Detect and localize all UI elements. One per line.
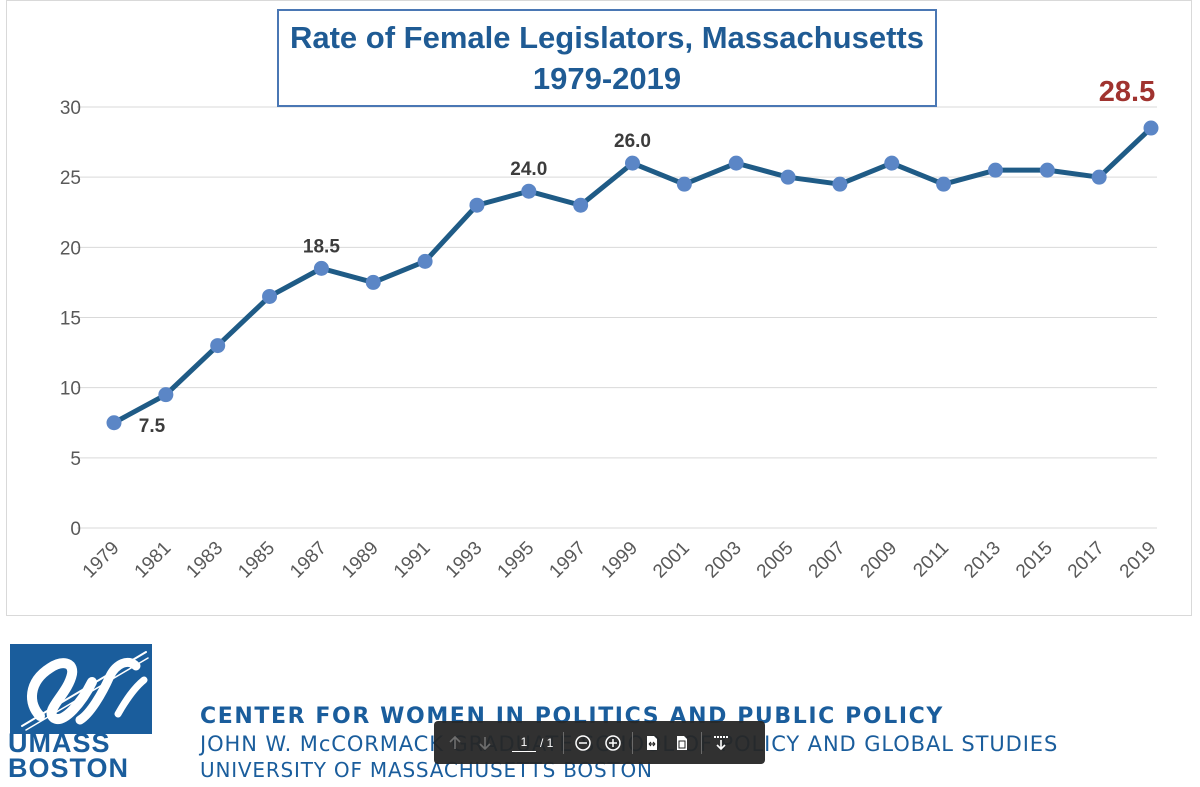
x-tick-label: 2013 <box>960 538 1005 583</box>
data-point <box>417 253 433 269</box>
x-tick-label: 1983 <box>182 538 227 583</box>
data-point <box>106 415 122 431</box>
y-tick-label: 10 <box>60 379 81 400</box>
y-tick-label: 0 <box>70 519 81 540</box>
data-label: 18.5 <box>303 236 340 257</box>
arrow-up-icon[interactable] <box>440 728 470 758</box>
data-point <box>1143 120 1159 136</box>
x-tick-label: 1991 <box>390 538 435 583</box>
y-tick-label: 5 <box>70 449 81 470</box>
chart-subtitle: 1979-2019 <box>532 61 682 96</box>
chart-title: Rate of Female Legislators, Massachusett… <box>289 20 924 55</box>
y-tick-label: 30 <box>60 98 81 119</box>
x-tick-label: 1985 <box>234 538 279 583</box>
data-point <box>365 274 381 290</box>
data-point <box>728 155 744 171</box>
x-tick-label: 2003 <box>701 538 746 583</box>
page-total: / 1 <box>540 735 554 750</box>
data-label: 24.0 <box>510 159 547 180</box>
y-tick-label: 15 <box>60 309 81 330</box>
x-tick-label: 2009 <box>857 538 902 583</box>
x-tick-label: 1993 <box>442 538 487 583</box>
data-point <box>884 155 900 171</box>
x-tick-label: 2007 <box>805 538 850 583</box>
logo-wordmark-umass: UMASS <box>8 728 111 758</box>
page-number-input[interactable] <box>512 733 536 752</box>
chart-frame: 0 5 10 15 20 25 30 1979 1981 1983 1985 1987 1989 1991… <box>6 0 1192 616</box>
x-tick-label: 1989 <box>338 538 383 583</box>
x-tick-label: 1997 <box>545 538 590 583</box>
data-point <box>469 197 485 213</box>
download-icon[interactable] <box>706 728 736 758</box>
data-point <box>262 288 278 304</box>
data-point <box>158 387 174 403</box>
toolbar-divider <box>632 731 634 754</box>
toolbar-divider <box>563 731 565 754</box>
line-chart: 0 5 10 15 20 25 30 1979 1981 1983 1985 1987 1989 1991… <box>60 76 1161 583</box>
chart-title-box: Rate of Female Legislators, Massachusett… <box>277 9 937 107</box>
x-tick-label: 1979 <box>79 538 124 583</box>
arrow-down-icon[interactable] <box>470 728 500 758</box>
y-tick-label: 20 <box>60 238 81 259</box>
data-point <box>573 197 589 213</box>
data-point <box>936 176 952 192</box>
logo-wordmark-boston: BOSTON <box>8 753 130 783</box>
fit-width-icon[interactable] <box>637 728 667 758</box>
x-tick-label: 2017 <box>1064 538 1109 583</box>
data-point <box>832 176 848 192</box>
data-label: 28.5 <box>1099 76 1155 108</box>
umass-logo-icon <box>10 644 152 734</box>
data-point <box>780 169 796 185</box>
zoom-out-icon[interactable] <box>568 728 598 758</box>
data-point <box>987 162 1003 178</box>
data-point <box>1091 169 1107 185</box>
x-tick-label: 2001 <box>649 538 694 583</box>
y-tick-label: 25 <box>60 168 81 189</box>
toolbar-divider <box>701 731 703 754</box>
x-tick-label: 1999 <box>597 538 642 583</box>
data-point <box>676 176 692 192</box>
x-tick-label: 2015 <box>1012 538 1057 583</box>
x-tick-label: 1981 <box>131 538 176 583</box>
data-point <box>521 183 537 199</box>
data-point <box>210 338 226 354</box>
data-point <box>313 260 329 276</box>
pdf-toolbar: / 1 <box>434 721 765 764</box>
data-point <box>625 155 640 171</box>
zoom-in-icon[interactable] <box>598 728 628 758</box>
data-label: 26.0 <box>614 131 651 152</box>
x-tick-label: 2005 <box>753 538 798 583</box>
fit-page-icon[interactable] <box>667 728 697 758</box>
data-point <box>1039 162 1055 178</box>
x-tick-label: 2019 <box>1116 538 1161 583</box>
x-tick-label: 1995 <box>494 538 539 583</box>
x-tick-label: 2011 <box>909 538 953 582</box>
data-label: 7.5 <box>139 416 166 437</box>
x-tick-label: 1987 <box>286 538 331 583</box>
